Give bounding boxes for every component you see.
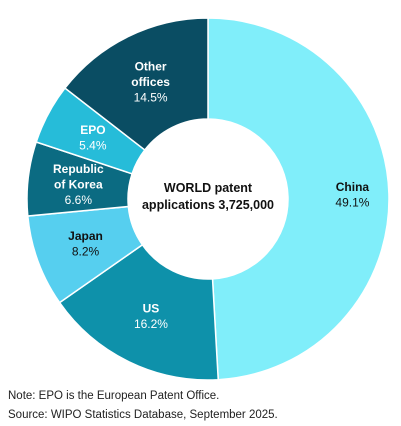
slice-label: US 16.2%: [134, 302, 168, 332]
slice-label: Republic of Korea 6.6%: [53, 162, 104, 207]
slice-label: Japan 8.2%: [68, 229, 103, 258]
slices-group: [26, 17, 390, 380]
source-text: Source: WIPO Statistics Database, Septem…: [8, 409, 278, 421]
notes: Note: EPO is the European Patent Office.…: [8, 387, 278, 425]
slice-label: EPO 5.4%: [79, 123, 107, 153]
donut-chart: China 49.1% US 16.2% Japan 8.2% Republic of Kor…: [26, 17, 390, 380]
slice-us: [58, 243, 219, 380]
slice-china: [207, 17, 390, 380]
slice-label: Other offices 14.5%: [131, 59, 170, 104]
center-label-line-2: applications 3,725,000: [142, 198, 274, 212]
center-label-line-1: WORLD patent: [164, 181, 253, 195]
labels-group: China 49.1% US 16.2% Japan 8.2% Republic of Kor…: [53, 59, 370, 331]
note-text: Note: EPO is the European Patent Office.: [8, 390, 220, 402]
slice-other-offices: [63, 17, 209, 152]
slice-label: China 49.1%: [335, 180, 369, 210]
